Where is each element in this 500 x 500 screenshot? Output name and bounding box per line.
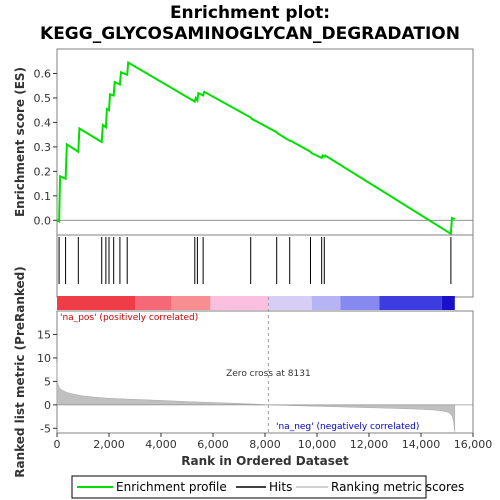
color-bar-segment — [340, 296, 380, 310]
es-y-tick-label: 0.3 — [34, 141, 52, 154]
x-tick-label: 6,000 — [197, 438, 229, 451]
x-tick-label: 10,000 — [298, 438, 337, 451]
es-y-tick-label: 0.6 — [34, 67, 52, 80]
legend-label: Enrichment profile — [116, 480, 227, 494]
ranking-metric-area — [56, 362, 456, 433]
metric-y-tick-label: 15 — [37, 328, 51, 341]
color-bar-segment — [268, 296, 312, 310]
color-bar-segment — [57, 296, 135, 310]
x-axis-label: Rank in Ordered Dataset — [181, 454, 349, 468]
x-tick-label: 14,000 — [402, 438, 441, 451]
color-bar-segment — [379, 296, 442, 310]
hit-lines — [58, 237, 452, 284]
legend: Enrichment profile Hits Ranking metric s… — [71, 475, 464, 499]
metric-y-ticks: -5 0 5 10 15 — [37, 328, 57, 435]
metric-y-tick-label: -5 — [40, 422, 51, 435]
x-tick-label: 2,000 — [93, 438, 125, 451]
metric-plot-area — [56, 310, 474, 434]
ranking-color-bar — [57, 296, 455, 310]
es-y-axis-label: Enrichment score (ES) — [13, 67, 27, 217]
legend-label: Hits — [269, 480, 292, 494]
es-y-ticks: 0.0 0.1 0.2 0.3 0.4 0.5 0.6 — [34, 67, 57, 227]
enrichment-profile-line — [56, 60, 456, 236]
es-y-tick-label: 0.1 — [34, 190, 52, 203]
color-bar-segment — [311, 296, 341, 310]
x-axis-ticks: 0 2,000 4,000 6,000 8,000 10,000 12,000 14,000 1… — [54, 433, 493, 451]
es-y-tick-label: 0.5 — [34, 92, 52, 105]
hits-plot-area — [56, 234, 474, 298]
x-tick-label: 12,000 — [350, 438, 389, 451]
metric-y-tick-label: 0 — [44, 399, 51, 412]
color-bar-segment — [135, 296, 172, 310]
es-y-tick-label: 0.2 — [34, 165, 52, 178]
es-y-tick-label: 0.4 — [34, 116, 52, 129]
metric-y-tick-label: 5 — [44, 375, 51, 388]
x-tick-label: 8,000 — [249, 438, 281, 451]
hits-panel — [56, 234, 474, 310]
legend-item-ranking-metric-scores: Ranking metric scores — [296, 480, 464, 494]
enrichment-score-panel: 0.0 0.1 0.2 0.3 0.4 0.5 0.6 Enrichment score (… — [13, 48, 474, 236]
metric-y-tick-label: 10 — [37, 352, 51, 365]
legend-item-hits: Hits — [236, 480, 292, 494]
color-bar-segment — [441, 296, 455, 310]
legend-item-enrichment-profile: Enrichment profile — [77, 480, 227, 494]
es-y-tick-label: 0.0 — [34, 214, 52, 227]
metric-y-axis-label: Ranked list metric (PreRanked) — [13, 266, 27, 478]
chart-title-line1: Enrichment plot: — [170, 3, 330, 23]
x-tick-label: 4,000 — [145, 438, 177, 451]
es-plot-area — [56, 48, 474, 236]
color-bar-segment — [210, 296, 269, 310]
zero-cross-label: Zero cross at 8131 — [226, 369, 311, 379]
x-tick-label: 16,000 — [454, 438, 493, 451]
negative-correlation-label: 'na_neg' (negatively correlated) — [276, 422, 419, 432]
x-tick-label: 0 — [54, 438, 61, 451]
color-bar-segment — [171, 296, 211, 310]
chart-title-line2: KEGG_GLYCOSAMINOGLYCAN_DEGRADATION — [40, 24, 460, 44]
legend-label: Ranking metric scores — [331, 480, 464, 494]
positive-correlation-label: 'na_pos' (positively correlated) — [60, 313, 198, 323]
